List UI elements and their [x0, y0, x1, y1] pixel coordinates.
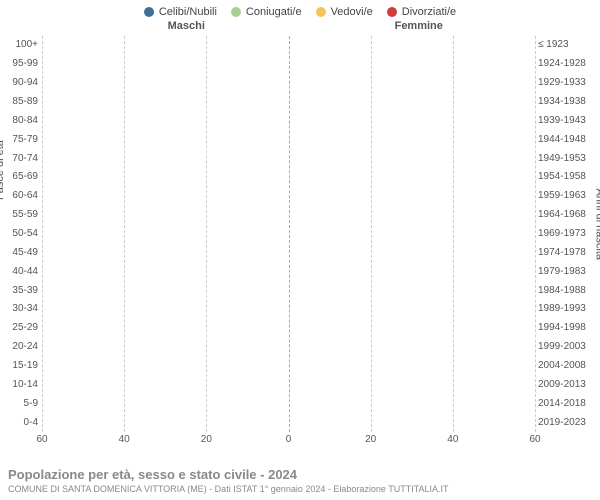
y-tick-age: 70-74 — [4, 152, 38, 166]
age-row — [42, 394, 535, 413]
legend-label: Celibi/Nubili — [159, 6, 217, 18]
x-tick: 60 — [529, 434, 540, 445]
age-row — [42, 225, 535, 244]
age-row — [42, 36, 535, 55]
y-tick-birth: 2019-2023 — [538, 416, 596, 430]
y-tick-birth: 1989-1993 — [538, 302, 596, 316]
age-row — [42, 262, 535, 281]
grid-line — [535, 36, 536, 432]
y-tick-birth: 1994-1998 — [538, 321, 596, 335]
y-tick-birth: 1954-1958 — [538, 170, 596, 184]
age-row — [42, 149, 535, 168]
x-tick: 0 — [286, 434, 292, 445]
male-header: Maschi — [70, 20, 303, 32]
y-tick-age: 90-94 — [4, 76, 38, 90]
legend-swatch — [316, 7, 326, 17]
y-tick-age: 5-9 — [4, 397, 38, 411]
x-axis: 6040200204060 — [42, 434, 535, 446]
x-tick: 40 — [119, 434, 130, 445]
chart-title: Popolazione per età, sesso e stato civil… — [8, 467, 592, 482]
age-row — [42, 300, 535, 319]
legend-label: Coniugati/e — [246, 6, 302, 18]
age-row — [42, 281, 535, 300]
age-row — [42, 111, 535, 130]
y-tick-age: 60-64 — [4, 189, 38, 203]
age-row — [42, 243, 535, 262]
y-tick-age: 30-34 — [4, 302, 38, 316]
female-header: Femmine — [303, 20, 536, 32]
y-tick-birth: ≤ 1923 — [538, 38, 596, 52]
age-row — [42, 55, 535, 74]
legend-item: Celibi/Nubili — [144, 6, 217, 18]
age-row — [42, 93, 535, 112]
x-tick: 60 — [36, 434, 47, 445]
y-tick-birth: 1999-2003 — [538, 340, 596, 354]
legend-label: Divorziati/e — [402, 6, 456, 18]
y-tick-age: 75-79 — [4, 133, 38, 147]
age-row — [42, 74, 535, 93]
age-row — [42, 319, 535, 338]
y-tick-birth: 1964-1968 — [538, 208, 596, 222]
y-tick-birth: 1934-1938 — [538, 95, 596, 109]
y-tick-age: 100+ — [4, 38, 38, 52]
y-tick-age: 10-14 — [4, 378, 38, 392]
y-tick-age: 85-89 — [4, 95, 38, 109]
legend-item: Divorziati/e — [387, 6, 456, 18]
y-tick-birth: 1944-1948 — [538, 133, 596, 147]
legend: Celibi/Nubili Coniugati/e Vedovi/e Divorzia… — [0, 0, 600, 20]
y-tick-birth: 1969-1973 — [538, 227, 596, 241]
y-tick-age: 35-39 — [4, 284, 38, 298]
y-tick-age: 95-99 — [4, 57, 38, 71]
y-tick-age: 65-69 — [4, 170, 38, 184]
y-tick-age: 0-4 — [4, 416, 38, 430]
age-row — [42, 413, 535, 432]
y-tick-birth: 1924-1928 — [538, 57, 596, 71]
legend-swatch — [231, 7, 241, 17]
x-tick: 20 — [201, 434, 212, 445]
legend-label: Vedovi/e — [331, 6, 373, 18]
age-row — [42, 130, 535, 149]
y-tick-birth: 1974-1978 — [538, 246, 596, 260]
footer: Popolazione per età, sesso e stato civil… — [8, 467, 592, 494]
y-tick-birth: 1959-1963 — [538, 189, 596, 203]
chart-subtitle: COMUNE DI SANTA DOMENICA VITTORIA (ME) -… — [8, 484, 592, 494]
legend-swatch — [387, 7, 397, 17]
age-row — [42, 338, 535, 357]
y-tick-birth: 1984-1988 — [538, 284, 596, 298]
legend-swatch — [144, 7, 154, 17]
y-tick-birth: 1929-1933 — [538, 76, 596, 90]
age-row — [42, 206, 535, 225]
x-tick: 20 — [365, 434, 376, 445]
age-row — [42, 168, 535, 187]
legend-item: Coniugati/e — [231, 6, 302, 18]
y-tick-age: 50-54 — [4, 227, 38, 241]
age-row — [42, 375, 535, 394]
y-tick-age: 55-59 — [4, 208, 38, 222]
y-tick-age: 80-84 — [4, 114, 38, 128]
y-tick-birth: 2004-2008 — [538, 359, 596, 373]
y-tick-age: 20-24 — [4, 340, 38, 354]
y-tick-age: 45-49 — [4, 246, 38, 260]
y-tick-birth: 1949-1953 — [538, 152, 596, 166]
y-tick-birth: 1939-1943 — [538, 114, 596, 128]
y-tick-birth: 2009-2013 — [538, 378, 596, 392]
y-tick-birth: 2014-2018 — [538, 397, 596, 411]
y-tick-age: 15-19 — [4, 359, 38, 373]
y-tick-age: 40-44 — [4, 265, 38, 279]
age-row — [42, 357, 535, 376]
y-tick-age: 25-29 — [4, 321, 38, 335]
y-tick-birth: 1979-1983 — [538, 265, 596, 279]
x-tick: 40 — [447, 434, 458, 445]
population-pyramid — [42, 36, 535, 432]
gender-header: Maschi Femmine — [0, 20, 600, 34]
age-row — [42, 187, 535, 206]
legend-item: Vedovi/e — [316, 6, 373, 18]
